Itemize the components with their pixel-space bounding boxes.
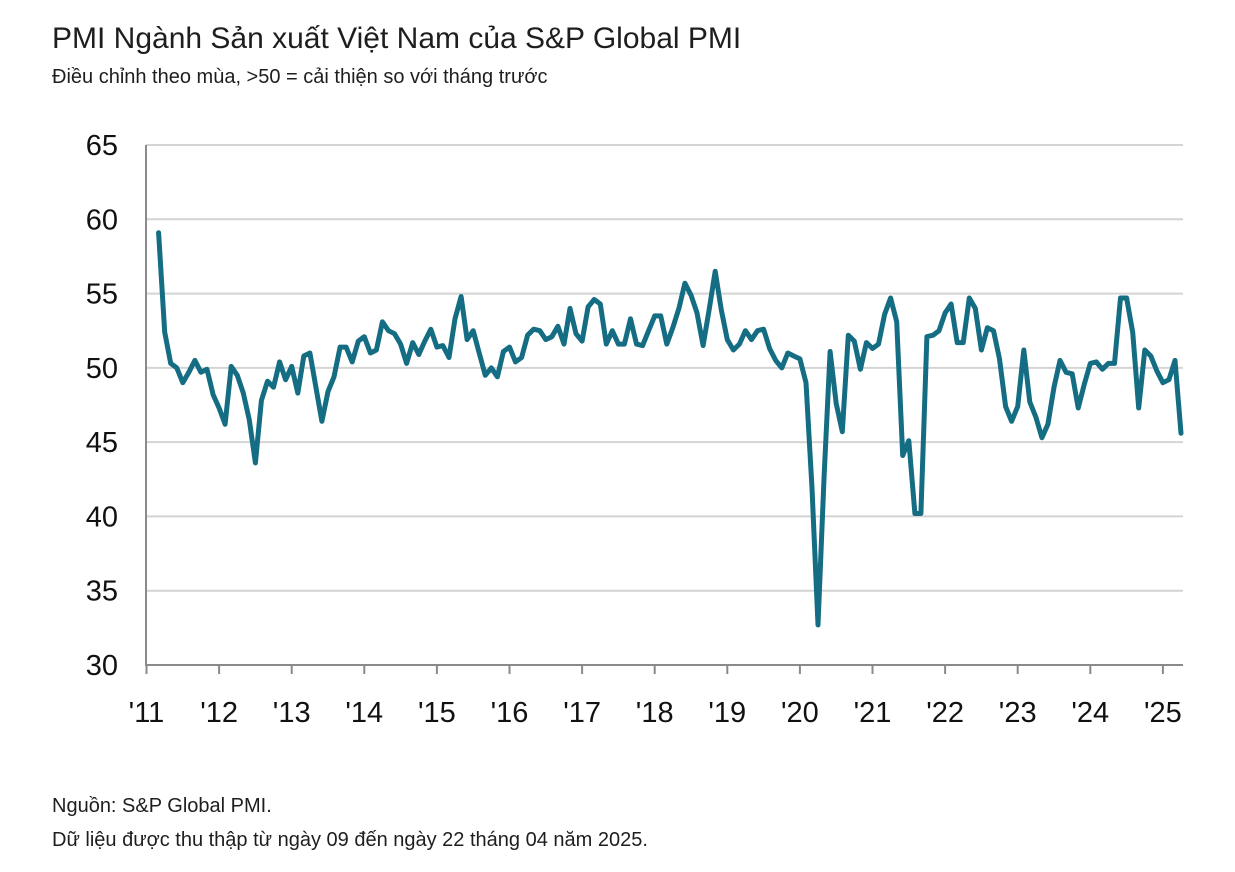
x-tick-label: '22	[926, 697, 964, 729]
x-tick-label: '15	[418, 697, 456, 729]
x-tick-label: '18	[636, 697, 674, 729]
y-tick-label: 30	[86, 650, 118, 682]
x-tick-label: '13	[273, 697, 311, 729]
x-tick-label: '16	[491, 697, 529, 729]
y-tick-label: 35	[86, 576, 118, 608]
x-tick-label: '25	[1144, 697, 1182, 729]
x-tick-label: '24	[1071, 697, 1109, 729]
x-tick-label: '19	[708, 697, 746, 729]
series-layer	[156, 230, 1184, 628]
chart-subtitle: Điều chỉnh theo mùa, >50 = cải thiện so …	[52, 66, 548, 88]
y-tick-labels: 30 35 40 45 50 55 60 65	[86, 130, 118, 682]
y-tick-label: 50	[86, 353, 118, 385]
x-tick-label: '14	[345, 697, 383, 729]
y-tick-label: 55	[86, 279, 118, 311]
x-tick-label: '17	[563, 697, 601, 729]
axes	[145, 145, 1183, 674]
x-tick-label: '12	[200, 697, 238, 729]
pmi-series-line	[156, 230, 1184, 628]
chart-title: PMI Ngành Sản xuất Việt Nam của S&P Glob…	[52, 22, 742, 55]
y-tick-label: 65	[86, 130, 118, 162]
collection-note: Dữ liệu được thu thập từ ngày 09 đến ngà…	[52, 829, 648, 851]
y-tick-label: 45	[86, 427, 118, 459]
y-tick-label: 60	[86, 204, 118, 236]
x-tick-label: '20	[781, 697, 819, 729]
x-tick-labels: '11 '12 '13 '14 '15 '16 '17 '18 '19 '20 '21 '22 '23 '…	[129, 697, 1182, 729]
y-tick-label: 40	[86, 501, 118, 533]
x-tick-label: '11	[129, 697, 165, 729]
gridlines	[146, 144, 1183, 592]
source-note: Nguồn: S&P Global PMI.	[52, 795, 272, 817]
x-tick-label: '21	[854, 697, 892, 729]
x-tick-label: '23	[999, 697, 1037, 729]
